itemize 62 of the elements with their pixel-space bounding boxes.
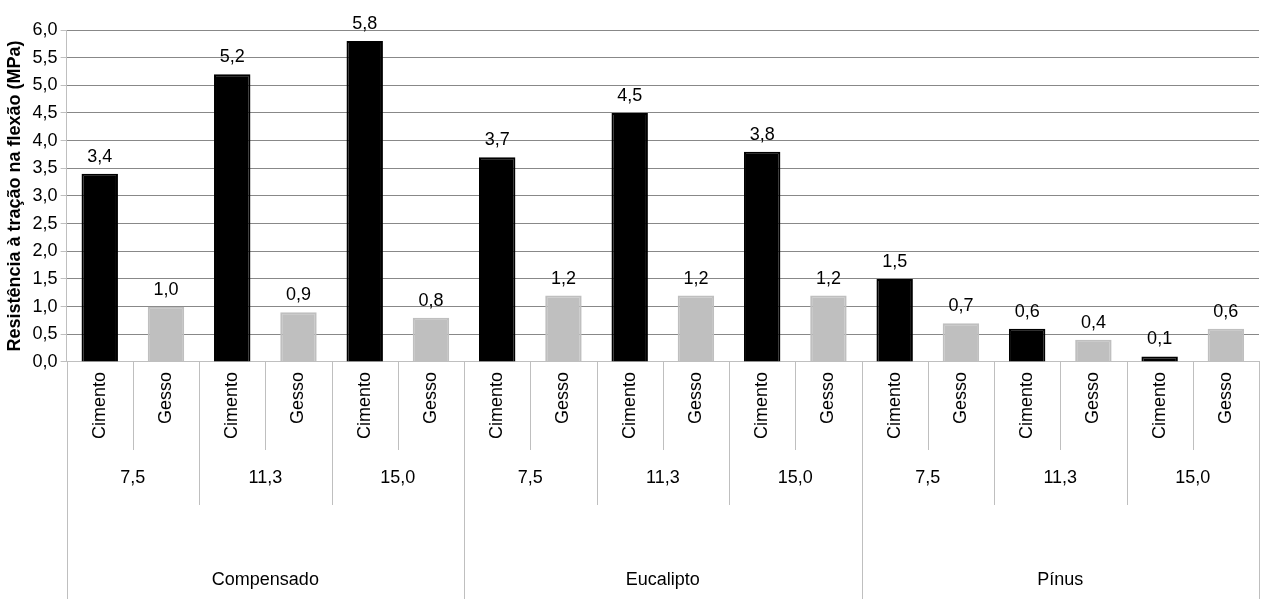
y-tick-label: 1,0 [32,295,58,316]
y-tick-label: 5,0 [32,74,58,95]
data-label: 4,5 [617,84,643,105]
data-label: 0,4 [1080,311,1106,332]
text: 7,5 [517,466,543,487]
data-label: 0,1 [1147,328,1173,349]
x-tick-label: Cimento [883,371,904,440]
y-tick-label: 5,5 [32,46,58,67]
data-label: 0,6 [1014,300,1040,321]
data-label: 0,7 [948,295,974,316]
text: Pínus [1037,568,1084,589]
text: 11,3 [248,466,283,487]
x-tick-label: Cimento [751,371,772,440]
y-tick-label: 4,5 [32,101,58,122]
y-tick-label: 2,0 [32,240,58,261]
data-label: 1,0 [153,278,179,299]
y-tick-label: 6,0 [32,18,58,39]
x-tick-label: Gesso [949,371,970,425]
y-tick-label: 3,5 [32,157,58,178]
data-label: 3,4 [87,145,113,166]
y-tick-label: 0,5 [32,323,58,344]
x-tick-label: Gesso [154,371,175,425]
text: 11,3 [645,466,680,487]
data-label: 3,7 [484,129,510,150]
data-label: 0,6 [1213,300,1239,321]
x-tick-label: Cimento [1148,371,1169,440]
x-tick-label: Gesso [684,371,705,425]
y-tick-label: 4,0 [32,129,58,150]
data-label: 3,8 [749,123,775,144]
data-label: 5,8 [352,13,378,34]
text: 15,0 [1175,466,1211,487]
data-label: 0,9 [285,284,311,305]
x-tick-label: Gesso [287,371,308,425]
y-tick-label: 0,0 [32,350,58,371]
x-tick-label: Gesso [817,371,838,425]
x-tick-label: Gesso [1214,371,1235,425]
y-tick-label: 1,5 [32,267,58,288]
data-label: 5,2 [219,46,245,67]
x-tick-label: Gesso [419,371,440,425]
text: 7,5 [915,466,941,487]
x-tick-label: Cimento [486,371,507,440]
x-tick-label: Cimento [353,371,374,440]
data-label: 1,5 [882,250,908,271]
text: 15,0 [777,466,813,487]
text: 7,5 [120,466,146,487]
x-tick-label: Cimento [618,371,639,440]
y-axis-title: Resistência à tração na flexão (MPa) [3,40,24,352]
y-tick-label: 3,0 [32,184,58,205]
x-tick-label: Cimento [88,371,109,440]
y-tick-label: 2,5 [32,212,58,233]
text: Eucalipto [625,568,700,589]
x-tick-label: Cimento [1016,371,1037,440]
data-label: 1,2 [815,267,841,288]
text: Compensado [211,568,319,589]
x-tick-label: Cimento [221,371,242,440]
data-label: 0,8 [418,289,444,310]
data-label: 1,2 [683,267,709,288]
text: 15,0 [380,466,416,487]
x-tick-label: Gesso [552,371,573,425]
text: 11,3 [1043,466,1078,487]
data-label: 1,2 [550,267,576,288]
x-tick-label: Gesso [1082,371,1103,425]
